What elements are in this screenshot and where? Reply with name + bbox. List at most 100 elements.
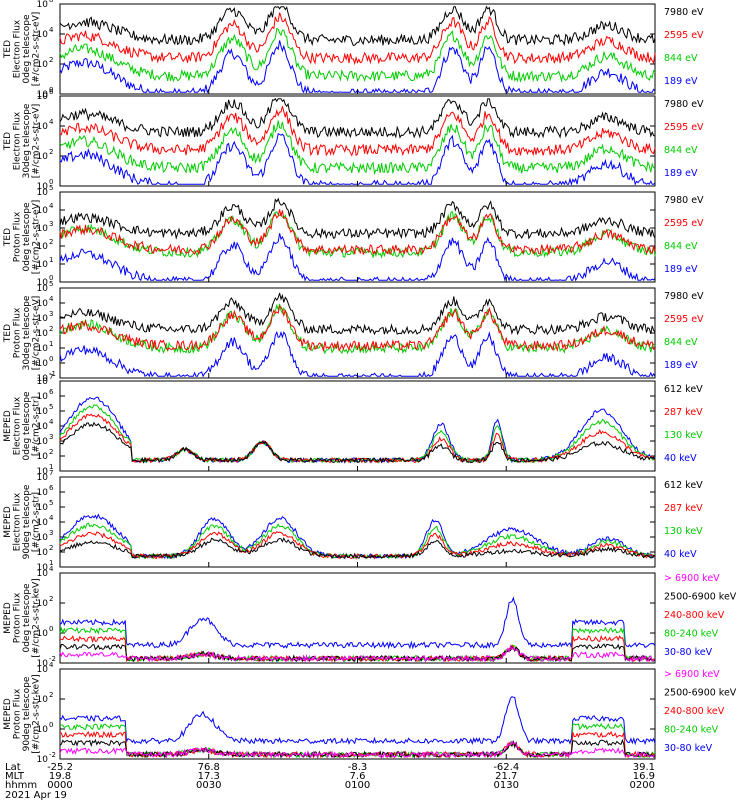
series-line-287-kev	[59, 413, 656, 464]
x-tick-label-lat: -25.2	[47, 762, 73, 773]
y-tick-label: 10	[37, 548, 49, 558]
y-tick-exponent: 7	[49, 469, 53, 477]
series-line-189-ev	[59, 233, 656, 282]
y-axis-label-line: Electron Flux	[13, 19, 23, 78]
y-tick-exponent: 1	[49, 559, 53, 567]
y-axis-label-line: Proton Flux	[13, 688, 23, 739]
x-tick-label-hhmm: 0130	[494, 780, 519, 791]
series-line-2595-ev	[59, 106, 656, 157]
legend-entry: 189 eV	[664, 76, 698, 87]
series-line-844-ev	[59, 211, 656, 259]
y-tick-label: 10	[37, 569, 49, 579]
x-tick-label-mlt: 19.8	[49, 771, 71, 782]
y-tick-label: 10	[37, 260, 49, 270]
legend-entry: 287 keV	[664, 407, 703, 418]
y-tick-label: 10	[37, 629, 49, 639]
y-tick-label: 10	[37, 467, 49, 477]
y-tick-label: 10	[37, 299, 49, 309]
legend-entry: 30-80 keV	[664, 743, 713, 754]
legend-entry: 612 keV	[664, 384, 703, 395]
y-tick-label: 10	[37, 374, 49, 384]
legend-entry: 240-800 keV	[664, 706, 725, 717]
y-tick-exponent: 6	[49, 388, 54, 396]
series-line-189-ev	[59, 132, 656, 187]
y-tick-label: 10	[37, 30, 49, 40]
x-tick-label-mlt: 21.7	[495, 771, 517, 782]
x-axis-group: Lat MLT hhmm 2021 Apr 19 -25.219.8 0 0 0 0 7 6…	[5, 89, 656, 800]
legend-entry: 844 eV	[664, 337, 698, 348]
x-tick-label-lat: 39.1	[633, 762, 655, 773]
legend-entry: 30-80 keV	[664, 647, 713, 658]
series-line-844-ev	[59, 120, 656, 176]
y-tick-label: 10	[37, 90, 49, 100]
x-tick-label-mlt: 7.6	[350, 771, 366, 782]
y-tick-label: 10	[37, 755, 49, 765]
y-tick-exponent: 2	[49, 238, 53, 246]
x-tick-label-lat: -8.3	[348, 762, 368, 773]
x-row-label-mlt: MLT	[5, 771, 25, 782]
series-line-130-kev	[59, 404, 656, 464]
y-tick-label: 10	[37, 0, 49, 10]
series-line-30-80-kev	[59, 596, 656, 650]
legend-entry: 189 eV	[664, 168, 698, 179]
y-axis-label-line: [#/cm2-s-str-keV]	[32, 578, 42, 657]
y-tick-exponent: 0	[49, 274, 53, 282]
legend-entry: 40 keV	[664, 453, 697, 464]
y-axis-label-line: MEPED	[3, 410, 13, 442]
y-tick-exponent: 3	[49, 433, 53, 441]
panel-frame	[59, 95, 656, 187]
y-tick-label: 10	[37, 359, 49, 369]
y-tick-exponent: 0	[49, 355, 53, 363]
y-axis-label-line: TED	[3, 228, 13, 247]
x-row-label-hhmm: hhmm	[5, 780, 37, 791]
series-line-189-ev	[59, 330, 656, 378]
y-axis-label-line: Electron Flux	[13, 396, 23, 455]
y-tick-exponent: 2	[49, 448, 53, 456]
y-axis-label-line: TED	[3, 324, 13, 343]
y-tick-label: 10	[37, 206, 49, 216]
y-axis-label-line: [#/cm2-s-str-eV]	[32, 296, 42, 371]
y-tick-label: 10	[37, 503, 49, 513]
y-tick-label: 10	[37, 377, 49, 387]
x-row-label-lat: Lat	[5, 762, 21, 773]
y-tick-exponent: 2	[49, 325, 53, 333]
y-axis-label-line: MEPED	[3, 506, 13, 538]
y-axis-label-line: [#/cm2-s-str-eV]	[32, 104, 42, 179]
y-tick-exponent: -1	[49, 370, 56, 378]
y-tick-exponent: 0	[49, 625, 53, 633]
legend-entry: 7980 eV	[664, 291, 704, 302]
y-tick-exponent: 5	[49, 499, 53, 507]
y-axis-label-line: 30deg telescope	[22, 295, 32, 370]
y-tick-exponent: 3	[49, 310, 53, 318]
legend-entry: 7980 eV	[664, 99, 704, 110]
y-tick-label: 10	[37, 473, 49, 483]
y-tick-exponent: 6	[49, 88, 54, 96]
y-axis-label-line: [#/cm2-s-str]	[32, 492, 42, 552]
y-tick-label: 10	[37, 488, 49, 498]
y-tick-exponent: 4	[49, 565, 54, 573]
series-line-30-80-kev	[59, 696, 656, 746]
legend-entry: 844 eV	[664, 53, 698, 64]
y-tick-exponent: 3	[49, 529, 53, 537]
y-tick-exponent: 0	[49, 721, 53, 729]
y-tick-label: 10	[37, 329, 49, 339]
series-line-844-ev	[59, 27, 656, 84]
y-tick-exponent: 2	[49, 691, 53, 699]
x-row-label-date: 2021 Apr 19	[5, 790, 67, 800]
y-tick-exponent: 4	[49, 202, 54, 210]
y-tick-exponent: 2	[49, 595, 53, 603]
legend-entry: > 6900 keV	[664, 669, 720, 680]
legend-entry: 189 eV	[664, 264, 698, 275]
y-tick-label: 10	[37, 60, 49, 70]
y-tick-label: 10	[37, 182, 49, 192]
y-axis-label-line: [#/cm2-s-str]	[32, 396, 42, 456]
legend-entry: 40 keV	[664, 549, 697, 560]
y-tick-exponent: 5	[49, 403, 53, 411]
series-line-2595-ev	[59, 12, 656, 66]
series-line-189-ev	[59, 40, 656, 95]
